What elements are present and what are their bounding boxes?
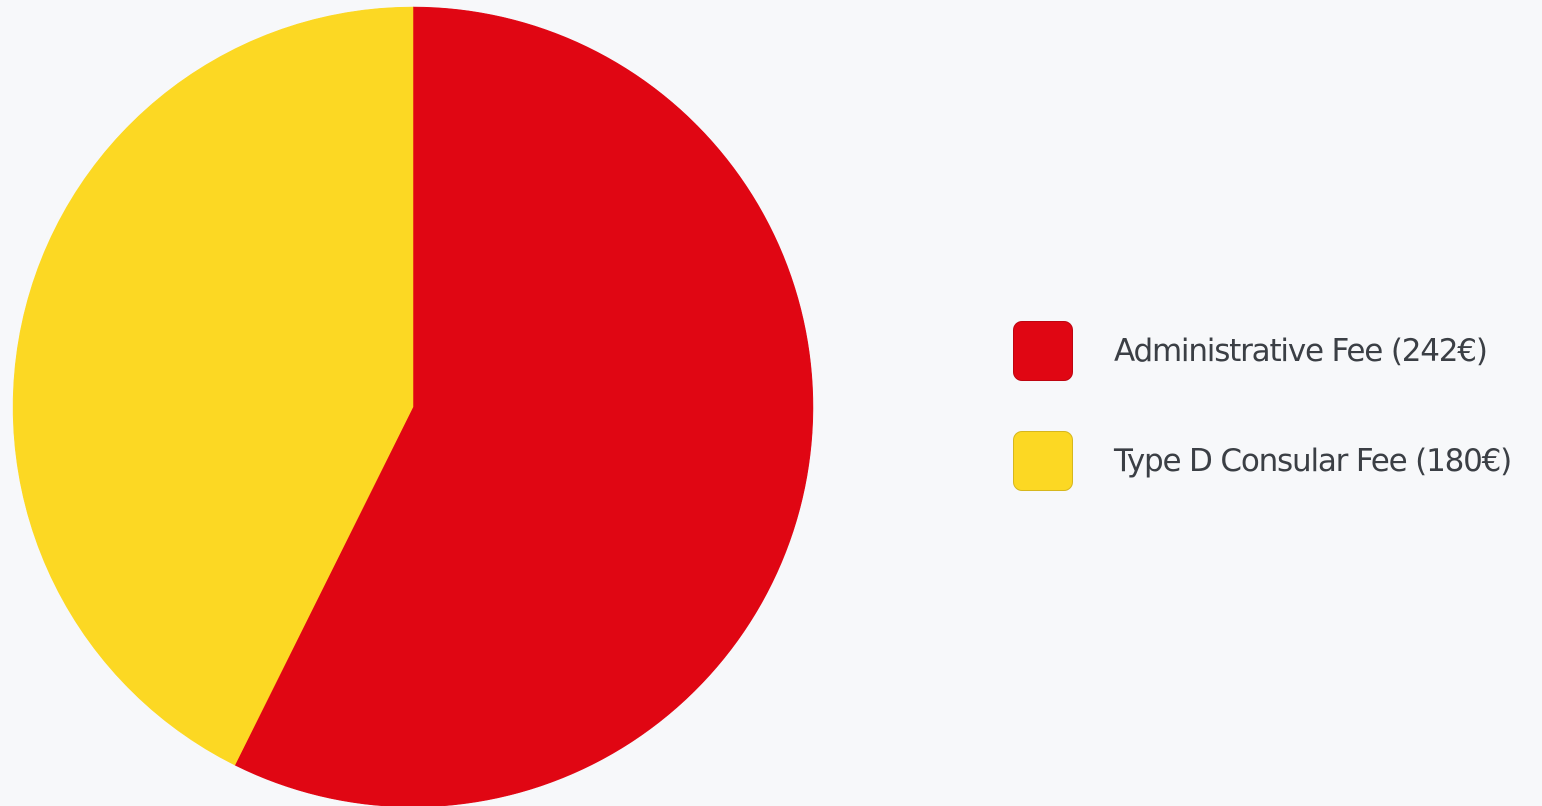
pie-plot	[12, 6, 814, 806]
pie-slice-consular-fee[interactable]	[12, 6, 414, 766]
legend-item-consular-fee[interactable]: Type D Consular Fee (180€)	[1013, 431, 1512, 491]
legend-swatch-consular-fee	[1013, 431, 1073, 491]
legend: Administrative Fee (242€) Type D Consula…	[1013, 321, 1512, 491]
legend-item-administrative-fee[interactable]: Administrative Fee (242€)	[1013, 321, 1511, 381]
legend-label-consular-fee: Type D Consular Fee (180€)	[1114, 443, 1512, 479]
legend-swatch-administrative-fee	[1013, 321, 1073, 381]
legend-label-administrative-fee: Administrative Fee (242€)	[1114, 333, 1488, 369]
